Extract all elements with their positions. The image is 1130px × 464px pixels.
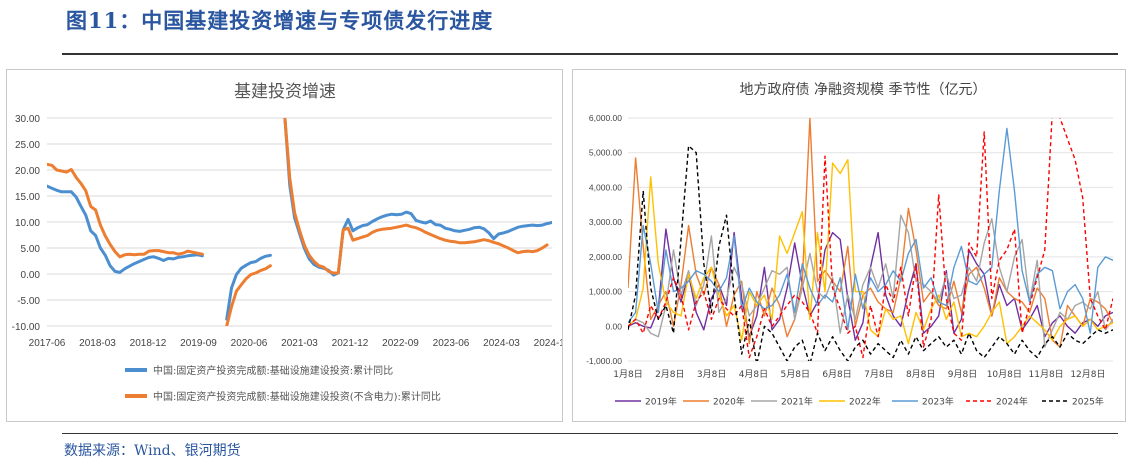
x-tick-label: 8月8日: [906, 369, 935, 380]
x-tick-label: 2018-03: [79, 338, 116, 349]
legend-label-2: 2021年: [781, 396, 813, 408]
legend-label-6: 2025年: [1072, 396, 1104, 408]
chart-title: 地方政府债 净融资规模 季节性（亿元）: [740, 82, 987, 98]
x-tick-label: 10月8日: [987, 369, 1022, 380]
y-tick-label: 0.00: [605, 321, 622, 331]
y-tick-label: -10.00: [12, 322, 41, 333]
y-tick-label: 6,000.00: [589, 113, 622, 123]
y-tick-label: -5.00: [17, 296, 40, 307]
y-tick-label: 25.00: [15, 140, 40, 151]
y-tick-label: 20.00: [15, 166, 40, 177]
chart-title: 基建投资增速: [234, 82, 336, 102]
infra-growth-chart: 基建投资增速 30.00 25.00 20.00 15.00 10.00 5.00 0.00 -…: [12, 82, 562, 403]
x-tick-label: 2021-03: [281, 338, 318, 349]
legend-label-4: 2023年: [922, 396, 954, 408]
legend-label-5: 2024年: [996, 396, 1028, 408]
y-tick-label: 15.00: [15, 192, 40, 203]
x-tick-label: 4月8日: [739, 369, 768, 380]
bottom-rule: [62, 433, 1118, 434]
series-line-5: [628, 118, 1113, 359]
series-line-0: [47, 118, 552, 321]
x-tick-label: 3月8日: [697, 369, 726, 380]
y-tick-label: 2,000.00: [589, 252, 622, 262]
legend-label-0: 中国:固定资产投资完成额:基础设施建设投资:累计同比: [153, 364, 393, 377]
y-tick-label: 10.00: [15, 218, 40, 229]
x-tick-label: 2022-09: [382, 338, 419, 349]
x-tick-label: 11月8日: [1029, 369, 1064, 380]
x-tick-label: 2020-06: [231, 338, 268, 349]
x-tick-label: 2021-12: [332, 338, 369, 349]
legend-label-1: 2020年: [713, 396, 745, 408]
top-rule: [62, 53, 1118, 55]
x-tick-label: 2月8日: [655, 369, 684, 380]
series-line-2: [628, 214, 1113, 348]
x-tick-label: 2018-12: [130, 338, 167, 349]
y-tick-label: 5.00: [21, 244, 41, 255]
x-tick-label: 9月8日: [948, 369, 977, 380]
y-tick-label: 30.00: [15, 114, 40, 125]
series-line-1: [47, 118, 549, 326]
y-tick-label: 4,000.00: [589, 182, 622, 192]
x-tick-label: 2017-06: [29, 338, 66, 349]
series-line-6: [628, 145, 1113, 361]
series-line-3: [628, 159, 1113, 345]
series-line-4: [628, 127, 1113, 334]
x-tick-label: 2019-09: [180, 338, 217, 349]
x-tick-label: 7月8日: [864, 369, 893, 380]
y-tick-label: 1,000.00: [589, 287, 622, 297]
legend-label-0: 2019年: [645, 396, 677, 408]
infra-growth-chart-panel: 基建投资增速 30.00 25.00 20.00 15.00 10.00 5.00 0.00 -…: [6, 69, 563, 422]
x-tick-label: 2024-12: [534, 338, 562, 349]
local-gov-bond-chart-panel: 地方政府债 净融资规模 季节性（亿元） 6,000.00 5,000.00 4,000…: [572, 69, 1126, 422]
x-tick-label: 2024-03: [483, 338, 520, 349]
local-gov-bond-chart: 地方政府债 净融资规模 季节性（亿元） 6,000.00 5,000.00 4,000…: [586, 82, 1113, 408]
x-tick-label: 5月8日: [781, 369, 810, 380]
data-source-note: 数据来源：Wind、银河期货: [64, 443, 241, 459]
series-line-1: [628, 118, 1113, 348]
x-tick-label: 12月8日: [1070, 369, 1105, 380]
y-tick-label: 3,000.00: [589, 217, 622, 227]
y-tick-label: -1,000.00: [586, 356, 622, 366]
legend-label-1: 中国:固定资产投资完成额:基础设施建设投资(不含电力):累计同比: [153, 390, 441, 403]
y-tick-label: 5,000.00: [589, 148, 622, 158]
x-tick-label: 1月8日: [613, 369, 642, 380]
legend-label-3: 2022年: [849, 396, 881, 408]
x-tick-label: 2023-06: [433, 338, 470, 349]
x-tick-label: 6月8日: [822, 369, 851, 380]
y-tick-label: 0.00: [21, 270, 41, 281]
figure-title: 图11：中国基建投资增速与专项债发行进度: [66, 8, 494, 33]
